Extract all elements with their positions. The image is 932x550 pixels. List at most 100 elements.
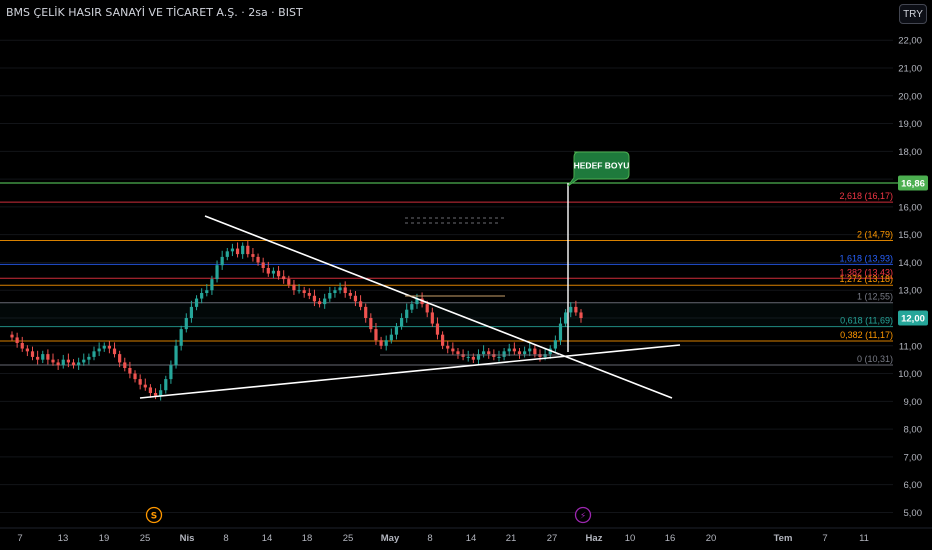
candle-body [574,306,578,313]
time-axis[interactable]: 7 13 19 25 Nis 8 14 18 25 May 8 14 21 27 Haz 10 16 20 Tem 7… [0,527,932,544]
candle [317,298,322,308]
dividend-marker[interactable]: S [145,506,163,524]
candle-body [92,351,96,357]
time-tick-label: May [381,533,400,544]
candle-body [251,254,255,257]
price-badge [898,175,928,191]
ascending-trendline[interactable] [139,344,681,399]
candle-body [97,348,101,352]
candle [564,309,568,327]
time-tick-label: Nis [180,533,195,544]
candle [246,241,250,258]
candle [194,295,199,311]
candle-body [61,359,65,366]
fib-level-label: 1,382 (13,43) [839,267,893,277]
candle-body [87,356,91,360]
candle-body [118,354,122,363]
time-tick-label: 11 [859,533,869,544]
price-badges: 16,86 12,00 [898,175,928,326]
candle [241,242,245,259]
dividend-symbol: S [151,512,157,522]
candle-body [169,365,173,380]
trendline-drawings[interactable] [139,183,681,399]
candle [143,378,147,391]
candle-body [102,345,106,349]
time-tick-label: 8 [427,533,432,544]
candle-body [446,345,450,349]
earnings-icon[interactable] [574,506,592,524]
symbol-title[interactable]: BMS ÇELİK HASIR SANAYİ VE TİCARET A.Ş. ·… [6,6,303,19]
candle-body [348,293,352,296]
candle [256,253,260,266]
candle [405,303,409,323]
event-markers[interactable]: S ⚡ [145,506,592,524]
time-tick-label: 7 [822,533,827,544]
price-tick-label: 19,00 [898,119,922,130]
time-tick-label: 25 [343,533,354,544]
fib-level-label: 1 (12,55) [857,292,893,302]
time-tick-label: 10 [625,533,636,544]
price-tick-label: 22,00 [898,36,922,47]
candle-body [148,387,153,393]
candle [430,307,434,327]
candle [548,345,552,359]
candle [528,342,532,357]
candle [353,291,358,307]
candle-body [77,362,81,366]
candle [512,342,516,355]
candle-body [107,345,111,349]
candle-body [476,354,481,360]
candle [261,257,265,273]
candle-body [564,312,568,324]
price-tick-label: 7,00 [904,452,923,463]
candle [20,336,24,352]
currency-button[interactable]: TRY [899,4,927,24]
candle [169,360,173,384]
candle-body [282,276,286,280]
candle-body [56,362,60,366]
candle [97,342,101,357]
descending-trendline[interactable] [204,215,673,399]
candle [276,266,281,280]
candle [220,250,224,270]
time-tick-label: Tem [774,533,793,544]
candle-body [312,295,317,302]
price-badge-label: 12,00 [901,314,925,325]
candle [46,349,50,365]
candle-body [569,306,573,313]
fib-level-label: 2,618 (16,17) [839,191,893,201]
earnings-marker[interactable]: ⚡ [574,506,592,524]
price-axis[interactable]: 22,0021,0020,0019,0018,0017,0016,0015,00… [898,36,922,519]
candle-body [159,390,163,396]
candle [502,348,506,361]
fib-level-label: 0,382 (11,17) [840,330,893,340]
candle-body [338,287,342,291]
candle-body [579,312,583,318]
fibonacci-extension[interactable]: 2,618 (16,17) 2 (14,79) 1,618 (13,93) 1,382… [0,182,898,366]
time-tick-label: 21 [506,533,517,544]
price-tick-label: 20,00 [898,91,922,102]
candle-body [456,351,460,355]
candle-body [343,287,347,293]
candle-body [528,348,532,352]
candle-body [328,293,332,299]
price-tick-label: 21,00 [898,64,922,75]
dividend-icon[interactable] [145,506,163,524]
candle [82,353,86,366]
candle-body [256,256,260,263]
candle [184,313,188,333]
time-tick-label: 14 [262,533,273,544]
time-tick-label: 20 [706,533,717,544]
hedef-boyu-callout[interactable]: HEDEF BOYU [567,151,630,187]
candle-body [123,362,127,368]
candle [523,346,527,358]
candle-body [261,262,265,268]
candle [307,288,311,300]
candle-body [512,348,516,352]
candle [25,345,29,357]
price-tick-label: 6,00 [904,480,923,491]
candle-body [184,318,188,330]
candle-body [405,309,409,318]
candle [328,286,332,302]
